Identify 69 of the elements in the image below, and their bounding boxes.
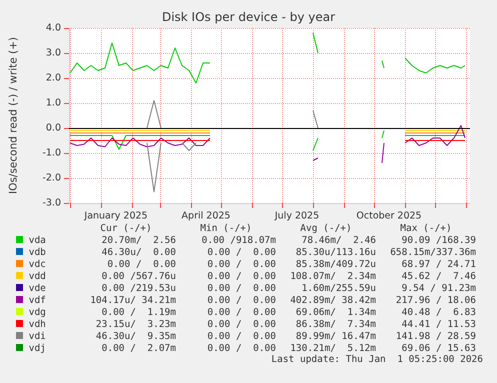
y-tick-label: -1.0: [42, 148, 61, 158]
text: 90.09 /168.39: [400, 234, 476, 246]
legend-label: vdj: [28, 342, 47, 354]
text: 0.00 /219.53u: [100, 282, 176, 294]
y-tick-label: -2.0: [42, 172, 61, 184]
chart-title: Disk IOs per device - by year: [162, 10, 336, 24]
y-tick-label: 0.0: [46, 122, 61, 134]
x-tick-label: January 2025: [83, 210, 148, 222]
text: 104.17u/ 34.21m: [89, 294, 176, 306]
text: 0.00 / 0.00: [206, 294, 276, 306]
y-axis-title: IOs/second read (-) / write (+): [8, 36, 20, 194]
text: 46.30u/ 9.35m: [94, 330, 176, 342]
text: 0.00 / 0.00: [206, 306, 276, 318]
text: 0.00 /567.76u: [100, 270, 176, 282]
y-tick-label: 1.0: [46, 98, 61, 108]
y-tick-label: 4.0: [46, 22, 61, 34]
text: 69.06m/ 1.34m: [294, 306, 376, 318]
legend-label: vdc: [28, 258, 47, 270]
x-tick-label: April 2025: [182, 210, 230, 222]
legend-label: vdf: [28, 294, 47, 306]
text: 0.00 / 0.00: [206, 270, 276, 282]
text: Avg (-/+): [299, 222, 353, 234]
text: 0.00 / 0.00: [106, 258, 176, 270]
text: 402.89m/ 38.42m: [289, 294, 376, 306]
text: 1.60m/255.59u: [300, 282, 376, 294]
y-tick-label: 3.0: [46, 48, 61, 58]
text: 69.06 / 15.63: [400, 342, 476, 354]
text: Min (-/+): [199, 222, 253, 234]
text: 217.96 / 18.06: [394, 294, 476, 306]
text: 89.99m/ 16.47m: [294, 330, 376, 342]
text: 46.30u/ 0.00: [100, 246, 176, 258]
legend-label: vdb: [28, 246, 47, 258]
legend-label: vdi: [28, 330, 47, 342]
text: 0.00 / 2.07m: [100, 342, 176, 354]
text: Max (-/+): [399, 222, 453, 234]
text: 0.00 / 0.00: [206, 282, 276, 294]
text: 130.21m/ 5.12m: [289, 342, 376, 354]
text: 9.54 / 91.23m: [400, 282, 476, 294]
text: Last update: Thu Jan 1 05:25:00 2026: [271, 354, 483, 365]
text: 85.30u/113.16u: [294, 246, 376, 258]
text: 86.38m/ 7.34m: [294, 318, 376, 330]
text: 0.00 / 1.19m: [100, 306, 176, 318]
text: 141.98 / 28.59: [394, 330, 476, 342]
text: 0.00 / 0.00: [206, 342, 276, 354]
x-tick-label: October 2025: [356, 210, 422, 222]
text: 108.07m/ 2.34m: [289, 270, 376, 282]
text: 85.38m/409.72u: [294, 258, 376, 270]
text: 0.00 / 0.00: [206, 330, 276, 342]
text: 0.00 /918.07m: [200, 234, 276, 246]
text: 0.00 / 0.00: [206, 258, 276, 270]
text: Cur (-/+): [99, 222, 153, 234]
text: 23.15u/ 3.23m: [94, 318, 176, 330]
y-tick-label: -3.0: [42, 198, 61, 208]
legend-label: vdd: [28, 270, 47, 282]
text: 44.41 / 11.53: [400, 318, 476, 330]
y-tick-label: 2.0: [46, 72, 61, 84]
text: 658.15m/337.36m: [389, 246, 476, 258]
text: 20.70m/ 2.56: [100, 234, 176, 246]
x-tick-label: July 2025: [274, 210, 320, 222]
legend-label: vdh: [28, 318, 47, 330]
text: 40.48 / 6.83: [400, 306, 476, 318]
text: 45.62 / 7.46: [400, 270, 476, 282]
text: 0.00 / 0.00: [206, 318, 276, 330]
text: 78.46m/ 2.46: [300, 234, 376, 246]
text: 0.00 / 0.00: [206, 246, 276, 258]
legend-label: vdg: [28, 306, 47, 318]
legend-label: vda: [28, 234, 47, 246]
text: 68.97 / 24.71: [400, 258, 476, 270]
legend-label: vde: [28, 282, 47, 294]
